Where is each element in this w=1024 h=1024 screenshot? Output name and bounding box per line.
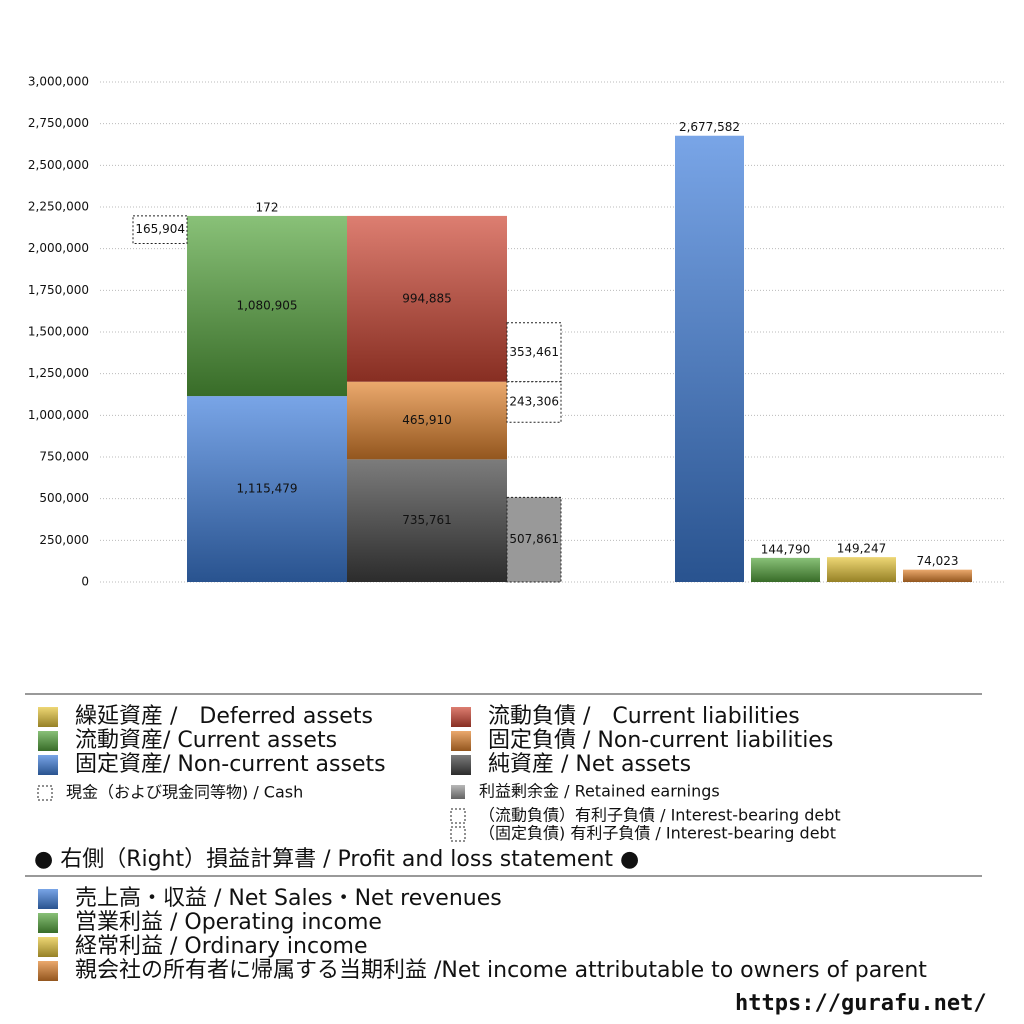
legend-label: （流動負債）有利子負債 / Interest-bearing debt — [479, 806, 841, 825]
legend-label: 流動資産/ Current assets — [75, 728, 337, 753]
bar-segment — [187, 396, 347, 582]
value-label: 149,247 — [837, 542, 887, 556]
value-label: 465,910 — [402, 413, 452, 427]
legend-swatch — [37, 785, 53, 801]
value-label: 74,023 — [917, 554, 959, 568]
legend-swatch — [38, 961, 58, 981]
legend-swatch — [38, 755, 58, 775]
legend-label: 繰延資産 / Deferred assets — [75, 704, 373, 729]
legend-label: 固定資産/ Non-current assets — [75, 752, 386, 777]
legend-swatch — [38, 937, 58, 957]
y-tick-label: 250,000 — [39, 533, 89, 547]
y-tick-label: 2,750,000 — [28, 116, 89, 130]
legend-label: 売上高・収益 / Net Sales・Net revenues — [75, 886, 502, 911]
note-box — [132, 215, 188, 245]
bar — [675, 135, 744, 582]
bar-segment — [347, 381, 507, 460]
value-label: 994,885 — [402, 291, 452, 305]
y-tick-label: 0 — [81, 575, 89, 589]
value-label: 735,761 — [402, 513, 452, 527]
bar — [827, 557, 896, 582]
y-tick-label: 500,000 — [39, 491, 89, 505]
bar — [903, 569, 972, 582]
legend-label: 純資産 / Net assets — [488, 752, 691, 777]
y-tick-label: 1,000,000 — [28, 408, 89, 422]
value-label: 353,461 — [509, 345, 559, 359]
legend-swatch — [450, 826, 466, 842]
value-label: 1,080,905 — [236, 299, 297, 313]
legend-swatch — [451, 755, 471, 775]
legend-swatch — [38, 731, 58, 751]
legend-label: 営業利益 / Operating income — [75, 910, 382, 935]
y-tick-label: 1,500,000 — [28, 325, 89, 339]
legend-label: 流動負債 / Current liabilities — [488, 704, 800, 729]
legend-swatch — [451, 707, 471, 727]
y-tick-label: 2,250,000 — [28, 200, 89, 214]
legend-label: 固定負債 / Non-current liabilities — [488, 728, 833, 753]
y-tick-label: 1,750,000 — [28, 283, 89, 297]
bar — [751, 557, 820, 582]
y-tick-label: 750,000 — [39, 450, 89, 464]
note-box — [506, 496, 562, 583]
legend-label: （固定負債) 有利子負債 / Interest-bearing debt — [479, 824, 836, 843]
legend-swatch — [451, 731, 471, 751]
bar-segment — [347, 215, 507, 382]
y-tick-label: 3,000,000 — [28, 75, 89, 89]
legend-swatch — [38, 889, 58, 909]
legend-label: 経常利益 / Ordinary income — [75, 934, 368, 959]
legend-swatch — [38, 707, 58, 727]
legend-label: 利益剰余金 / Retained earnings — [479, 782, 720, 801]
pl-title: ● 右側（Right）損益計算書 / Profit and loss state… — [34, 847, 639, 872]
y-tick-label: 1,250,000 — [28, 366, 89, 380]
legend-label: 現金（および現金同等物) / Cash — [66, 783, 303, 802]
value-label: 165,904 — [135, 222, 185, 236]
legend-swatch — [38, 913, 58, 933]
legend-label: 親会社の所有者に帰属する当期利益 /Net income attributabl… — [75, 958, 927, 983]
value-label: 144,790 — [761, 542, 811, 556]
value-label: 2,677,582 — [679, 120, 740, 134]
y-tick-label: 2,500,000 — [28, 158, 89, 172]
legend-swatch — [450, 808, 466, 824]
source: https://gurafu.net/ — [735, 991, 987, 1016]
bar-segment — [187, 215, 347, 397]
value-label: 1,115,479 — [236, 482, 297, 496]
note-box — [506, 381, 562, 423]
value-label: 507,861 — [509, 532, 559, 546]
bar-segment — [347, 459, 507, 582]
legend-swatch — [451, 785, 465, 799]
y-tick-label: 2,000,000 — [28, 241, 89, 255]
value-label: 243,306 — [509, 394, 559, 408]
value-label: 172 — [256, 200, 279, 214]
note-box — [506, 322, 562, 383]
